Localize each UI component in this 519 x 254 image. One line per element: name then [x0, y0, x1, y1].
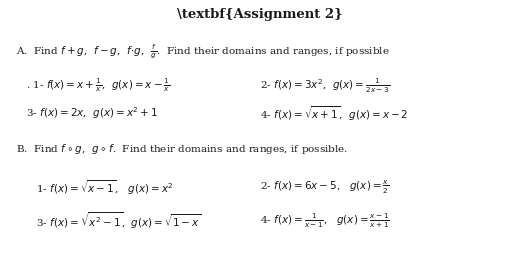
- Text: 3- $f(x) = \sqrt{x^{2}-1}$,  $g(x) = \sqrt{1-x}$: 3- $f(x) = \sqrt{x^{2}-1}$, $g(x) = \sqr…: [36, 210, 201, 230]
- Text: 4- $f(x) = \frac{1}{x-1}$,   $g(x) = \frac{x-1}{x+1}$: 4- $f(x) = \frac{1}{x-1}$, $g(x) = \frac…: [260, 211, 389, 229]
- Text: 2- $f(x) = 3x^{2}$,  $g(x) = \frac{1}{2x-3}$: 2- $f(x) = 3x^{2}$, $g(x) = \frac{1}{2x-…: [260, 76, 390, 94]
- Text: 3- $f(x) = 2x$,  $g(x) = x^{2}+1$: 3- $f(x) = 2x$, $g(x) = x^{2}+1$: [26, 105, 158, 121]
- Text: A.  Find $f+g$,  $f-g$,  $f\!\cdot\!g$,  $\frac{f}{g}$.  Find their domains and : A. Find $f+g$, $f-g$, $f\!\cdot\!g$, $\f…: [16, 42, 389, 60]
- Text: 4- $f(x) = \sqrt{x+1}$,  $g(x) = x-2$: 4- $f(x) = \sqrt{x+1}$, $g(x) = x-2$: [260, 104, 408, 122]
- Text: B.  Find $f \circ g$,  $g \circ f$.  Find their domains and ranges, if possible.: B. Find $f \circ g$, $g \circ f$. Find t…: [16, 142, 348, 155]
- Text: 2- $f(x) = 6x-5$,   $g(x) = \frac{x}{2}$: 2- $f(x) = 6x-5$, $g(x) = \frac{x}{2}$: [260, 178, 389, 195]
- Text: 1- $f(x) = \sqrt{x-1}$,   $g(x) = x^{2}$: 1- $f(x) = \sqrt{x-1}$, $g(x) = x^{2}$: [36, 177, 174, 196]
- Text: . 1- $f(x) = x + \frac{1}{x}$,  $g(x) = x - \frac{1}{x}$: . 1- $f(x) = x + \frac{1}{x}$, $g(x) = x…: [26, 77, 170, 93]
- Text: \textbf{Assignment 2}: \textbf{Assignment 2}: [176, 8, 343, 20]
